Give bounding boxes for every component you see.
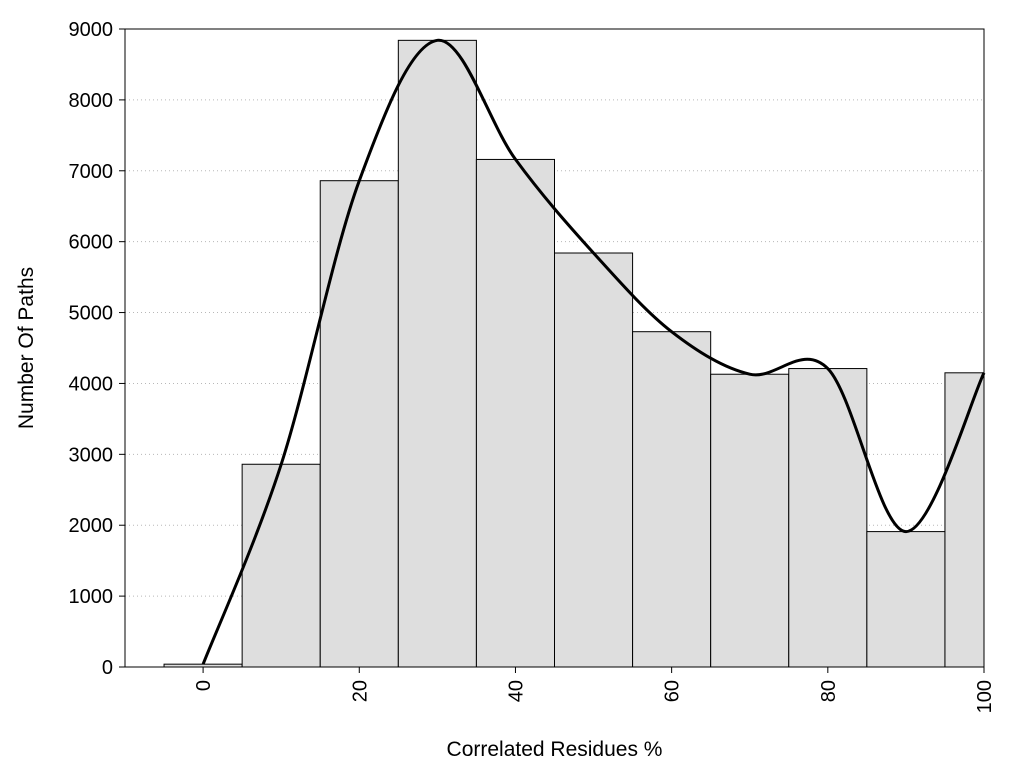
bar xyxy=(554,252,634,668)
x-tick-label: 40 xyxy=(505,680,527,702)
x-tick-label: 20 xyxy=(349,680,371,702)
x-tick-label: 100 xyxy=(974,680,996,713)
y-tick-label: 6000 xyxy=(69,232,114,254)
bar xyxy=(710,373,790,668)
bar xyxy=(632,331,712,668)
bar xyxy=(866,531,946,668)
bar xyxy=(397,39,477,668)
bar xyxy=(944,372,985,668)
y-tick-label: 0 xyxy=(102,657,113,679)
x-tick-label: 80 xyxy=(818,680,840,702)
bars xyxy=(163,39,985,668)
y-tick-label: 8000 xyxy=(69,90,114,112)
smooth-curve xyxy=(201,38,986,665)
plot-frame xyxy=(124,28,985,668)
y-tick-label: 5000 xyxy=(69,303,114,325)
x-axis-ticks: 0 20 40 60 80 100 xyxy=(193,667,996,713)
bar xyxy=(241,463,321,668)
bar xyxy=(475,158,555,668)
x-tick-label: 0 xyxy=(193,680,215,691)
y-axis-title: Number Of Paths xyxy=(15,267,38,429)
y-tick-label: 9000 xyxy=(69,19,114,41)
bar xyxy=(319,180,399,668)
y-tick-label: 7000 xyxy=(69,161,114,183)
y-axis-ticks: 0 1000 2000 3000 4000 5000 6000 7000 8000 9000 xyxy=(69,19,125,679)
y-tick-label: 1000 xyxy=(69,586,114,608)
y-tick-label: 4000 xyxy=(69,373,114,395)
y-tick-label: 3000 xyxy=(69,444,114,466)
x-axis-title: Correlated Residues % xyxy=(447,738,663,761)
y-tick-label: 2000 xyxy=(69,515,114,537)
bar xyxy=(788,368,868,668)
x-tick-label: 60 xyxy=(662,680,684,702)
